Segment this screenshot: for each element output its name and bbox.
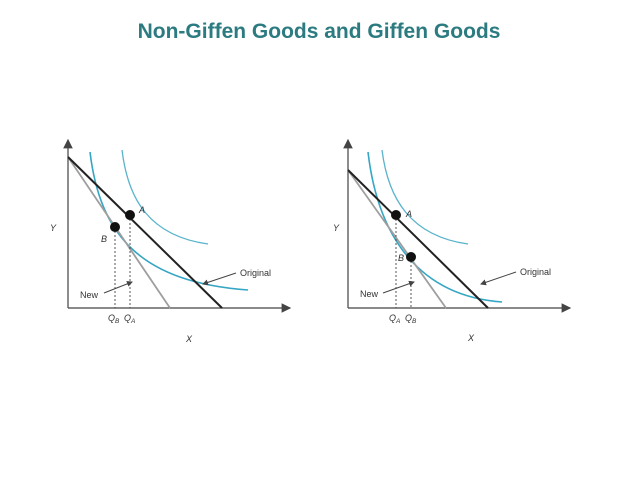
q-second-label: QA <box>124 313 135 325</box>
new-arrow <box>103 281 133 294</box>
point-a <box>391 210 401 220</box>
q-first-main: Q <box>108 313 115 323</box>
point-b <box>110 222 120 232</box>
new-label: New <box>360 289 379 299</box>
point-a-label: A <box>138 205 145 215</box>
new-label: New <box>80 290 99 300</box>
original-arrow <box>202 272 237 286</box>
q-first-main: Q <box>389 313 396 323</box>
indifference-curve-high <box>121 149 209 245</box>
slide-title: Non-Giffen Goods and Giffen Goods <box>137 20 501 43</box>
q-second-main: Q <box>405 313 412 323</box>
q-second-label: QB <box>405 313 417 325</box>
original-label: Original <box>240 268 271 278</box>
x-axis-label: X <box>467 333 475 343</box>
q-first-sub: A <box>395 318 400 325</box>
point-b-label: B <box>101 234 107 244</box>
panel-non-giffen: Y X A B Original New QB QA <box>50 138 292 344</box>
x-axis-label: X <box>185 334 193 344</box>
q-second-main: Q <box>124 313 131 323</box>
y-axis-label: Y <box>50 223 57 233</box>
point-a-label: A <box>405 209 412 219</box>
new-budget-line <box>67 156 171 309</box>
q-second-sub: A <box>130 318 135 325</box>
original-label: Original <box>520 267 551 277</box>
new-budget-line <box>347 169 447 309</box>
original-budget-line <box>67 156 223 309</box>
q-first-label: QB <box>108 313 120 325</box>
point-a <box>125 210 135 220</box>
panel-giffen: Y X A B Original New QA QB <box>333 138 572 343</box>
point-b <box>406 252 416 262</box>
point-b-label: B <box>398 253 404 263</box>
q-first-sub: B <box>115 318 120 325</box>
indifference-curve-high <box>381 149 469 245</box>
new-arrow <box>382 280 415 294</box>
q-first-label: QA <box>389 313 400 325</box>
y-axis-label: Y <box>333 223 340 233</box>
original-arrow <box>480 271 517 286</box>
indifference-curve-low <box>89 151 249 291</box>
original-budget-line <box>347 169 489 309</box>
q-second-sub: B <box>412 318 417 325</box>
